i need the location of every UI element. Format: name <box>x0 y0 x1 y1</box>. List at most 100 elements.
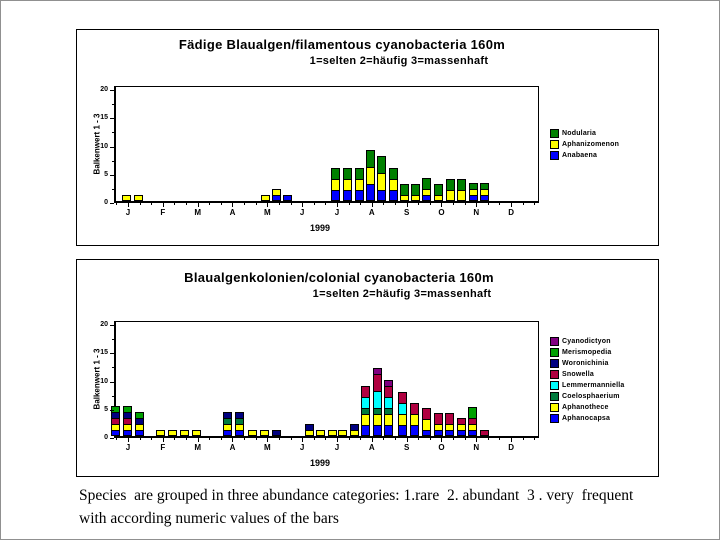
bar <box>469 86 478 201</box>
legend-swatch-merismopedia <box>550 348 559 357</box>
year-label: 1999 <box>309 458 331 468</box>
chart-title: Blaualgenkolonien/colonial cyanobacteria… <box>184 270 494 285</box>
bar-segment-aphanothece <box>248 430 257 436</box>
x-minor-tick <box>523 203 524 205</box>
legend-swatch-aphanocapsa <box>550 414 559 423</box>
x-minor-tick <box>186 203 187 205</box>
x-minor-tick <box>151 438 152 440</box>
x-tick <box>128 438 129 442</box>
x-minor-tick <box>395 203 396 205</box>
month-label: A <box>229 208 236 217</box>
bar <box>338 321 347 436</box>
bar-segment-nodularia <box>343 168 352 180</box>
bar-segment-aphanothece <box>384 414 393 426</box>
x-minor-tick <box>488 203 489 205</box>
legend-label: Aphanizomenon <box>562 141 620 148</box>
x-tick <box>302 203 303 207</box>
bar-segment-nodularia <box>446 179 455 191</box>
bar-segment-snowella <box>434 413 443 425</box>
x-minor-tick <box>499 438 500 440</box>
bar-segment-aphanocapsa <box>361 425 370 436</box>
legend-item: Merismopedia <box>550 348 611 357</box>
plot-area <box>114 86 539 203</box>
bar-segment-aphanothece <box>434 424 443 431</box>
month-label: F <box>160 208 166 217</box>
bar-segment-aphanothece <box>338 430 347 436</box>
month-label: J <box>299 443 305 452</box>
month-label: D <box>508 443 515 452</box>
x-minor-tick <box>349 438 350 440</box>
bar-segment-nodularia <box>389 168 398 180</box>
bar-segment-nodularia <box>355 168 364 180</box>
bar-segment-aphanothece <box>135 424 144 431</box>
x-minor-tick <box>279 203 280 205</box>
x-minor-tick <box>291 438 292 440</box>
month-label: O <box>438 443 445 452</box>
x-minor-tick <box>325 203 326 205</box>
bar <box>168 321 177 436</box>
y-tick-label: 10 <box>100 143 108 150</box>
y-tick <box>110 410 114 411</box>
bar-segment-nodularia <box>377 156 386 174</box>
bar-segment-snowella <box>468 418 477 425</box>
bar <box>373 321 382 436</box>
bar-segment-anabaena <box>355 190 364 201</box>
y-tick <box>110 147 114 148</box>
x-minor-tick <box>534 203 535 205</box>
legend-swatch-nodularia <box>550 129 559 138</box>
legend-swatch-anabaena <box>550 151 559 160</box>
colonial-chart-panel: Blaualgenkolonien/colonial cyanobacteria… <box>76 259 659 477</box>
plot-area <box>111 321 539 438</box>
x-minor-tick <box>314 203 315 205</box>
month-label: M <box>263 443 271 452</box>
bar-segment-coelosphaerium <box>223 418 232 425</box>
bar-segment-nodularia <box>331 168 340 180</box>
legend-label: Snowella <box>562 371 594 378</box>
y-tick-label: 10 <box>100 378 108 385</box>
bar-segment-nodularia <box>457 179 466 191</box>
x-tick <box>441 438 442 442</box>
bar-segment-aphanothece <box>168 430 177 436</box>
y-tick-label: 5 <box>104 171 108 178</box>
y-tick-label: 0 <box>104 199 108 206</box>
legend-swatch-lemmermanniella <box>550 381 559 390</box>
x-tick <box>198 203 199 207</box>
y-tick-label: 5 <box>104 406 108 413</box>
x-tick <box>407 438 408 442</box>
bar-segment-aphanizomenon <box>261 195 270 201</box>
chart-title: Fädige Blaualgen/filamentous cyanobacter… <box>178 37 506 52</box>
month-label: J <box>334 208 340 217</box>
bar-segment-aphanothece <box>111 424 120 431</box>
x-minor-tick <box>244 438 245 440</box>
x-minor-tick <box>209 203 210 205</box>
month-label: M <box>194 208 201 217</box>
bar-segment-aphanizomenon <box>389 179 398 191</box>
bar-segment-snowella <box>384 386 393 398</box>
x-minor-tick <box>430 438 431 440</box>
x-tick <box>267 203 268 207</box>
x-tick <box>407 203 408 207</box>
x-minor-tick <box>291 203 292 205</box>
bar <box>422 86 431 201</box>
bar <box>377 86 386 201</box>
legend-label: Cyanodictyon <box>562 338 611 345</box>
bar-segment-aphanothece <box>468 424 477 431</box>
bar <box>305 321 314 436</box>
bar <box>235 321 244 436</box>
legend-label: Nodularia <box>562 130 597 137</box>
bar-segment-merismopedia <box>468 407 477 419</box>
x-minor-tick <box>314 438 315 440</box>
month-label: N <box>473 208 480 217</box>
x-minor-tick <box>221 203 222 205</box>
legend-swatch-coelosphaerium <box>550 392 559 401</box>
bar-segment-aphanocapsa <box>373 425 382 436</box>
x-tick <box>476 438 477 442</box>
legend-item: Aphanothece <box>550 403 609 412</box>
y-minor-tick <box>112 424 114 425</box>
month-label: M <box>194 443 201 452</box>
bar-segment-nodularia <box>400 184 409 196</box>
month-label: J <box>125 208 131 217</box>
bar-segment-aphanizomenon <box>272 189 281 196</box>
legend-item: Aphanizomenon <box>550 140 619 149</box>
bar-segment-snowella <box>445 413 454 425</box>
